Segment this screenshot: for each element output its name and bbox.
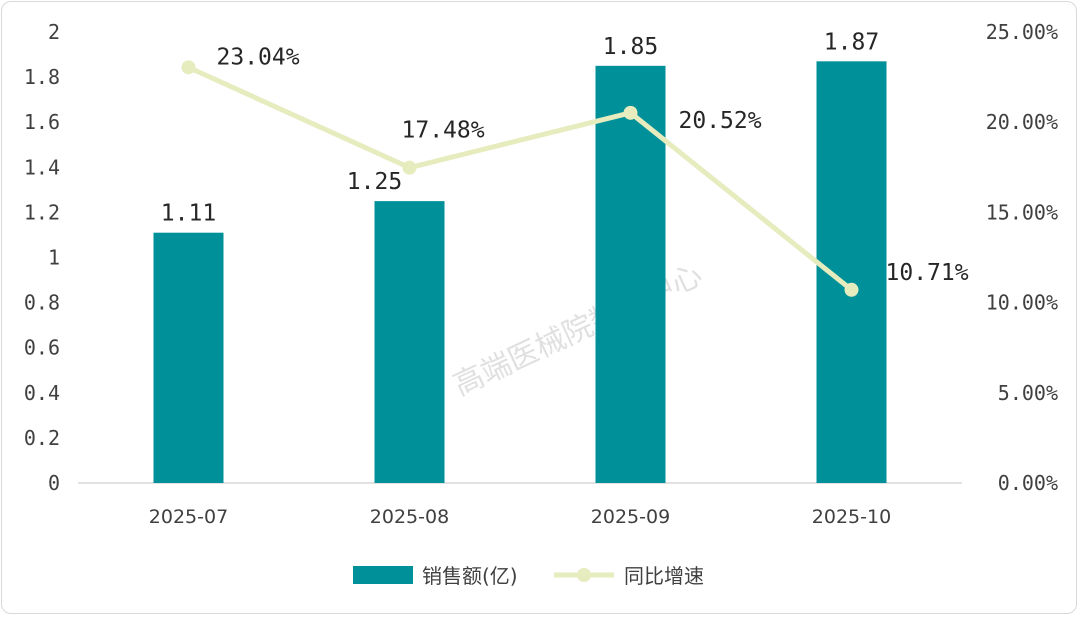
line-data-label: 17.48% xyxy=(402,118,485,144)
y-right-tick-label: 10.00% xyxy=(986,291,1058,315)
y-axis-right-ticks: 0.00% 5.00% 10.00% 15.00% 20.00% 25.00% xyxy=(986,20,1058,495)
y-right-tick-label: 5.00% xyxy=(998,381,1058,405)
legend-label-bar: 销售额(亿) xyxy=(422,564,518,588)
y-axis-left-ticks: 0 0.2 0.4 0.6 0.8 1 1.2 1.4 1.6 1.8 2 xyxy=(24,20,60,495)
y-left-tick-label: 0 xyxy=(48,471,60,495)
line-data-label: 10.71% xyxy=(886,260,969,286)
x-tick-label: 2025-09 xyxy=(591,506,670,528)
y-left-tick-label: 1 xyxy=(48,246,60,270)
line-path xyxy=(187,65,854,292)
x-tick-label: 2025-10 xyxy=(812,506,891,528)
x-axis-ticks: 2025-07 2025-08 2025-09 2025-10 xyxy=(149,506,891,528)
line-series: 23.04% 17.48% 20.52% 10.71% xyxy=(181,44,969,297)
y-left-tick-label: 0.8 xyxy=(24,291,60,315)
bar-series: 1.11 1.25 1.85 1.87 xyxy=(153,29,887,483)
legend-label-line: 同比增速 xyxy=(624,564,704,588)
line-point xyxy=(844,282,859,297)
x-tick-label: 2025-08 xyxy=(370,506,449,528)
line-point xyxy=(402,160,417,175)
y-left-tick-label: 0.2 xyxy=(24,426,60,450)
bar-data-label: 1.25 xyxy=(347,169,402,195)
line-point xyxy=(181,60,196,75)
line-data-label: 23.04% xyxy=(217,44,300,70)
y-right-tick-label: 20.00% xyxy=(986,110,1058,134)
y-left-tick-label: 0.4 xyxy=(24,381,60,405)
bar xyxy=(374,201,445,483)
y-left-tick-label: 2 xyxy=(48,20,60,44)
y-left-tick-label: 1.8 xyxy=(24,65,60,89)
bar xyxy=(153,232,224,483)
bar xyxy=(595,65,666,483)
y-left-tick-label: 1.2 xyxy=(24,200,60,224)
bar-data-label: 1.87 xyxy=(824,29,879,55)
legend-swatch-bar xyxy=(353,566,413,584)
bar-data-label: 1.11 xyxy=(161,201,216,227)
legend-swatch-marker xyxy=(577,568,591,582)
x-tick-label: 2025-07 xyxy=(149,506,228,528)
y-right-tick-label: 15.00% xyxy=(986,200,1058,224)
y-right-tick-label: 0.00% xyxy=(998,471,1058,495)
y-left-tick-label: 1.4 xyxy=(24,155,60,179)
legend: 销售额(亿) 同比增速 xyxy=(353,564,704,588)
line-point xyxy=(623,105,638,120)
watermark-text: 高端医械院数据中心 xyxy=(448,258,707,404)
y-left-tick-label: 0.6 xyxy=(24,336,60,360)
line-data-label: 20.52% xyxy=(679,108,762,134)
y-left-tick-label: 1.6 xyxy=(24,110,60,134)
y-right-tick-label: 25.00% xyxy=(986,20,1058,44)
bar-data-label: 1.85 xyxy=(603,34,658,60)
